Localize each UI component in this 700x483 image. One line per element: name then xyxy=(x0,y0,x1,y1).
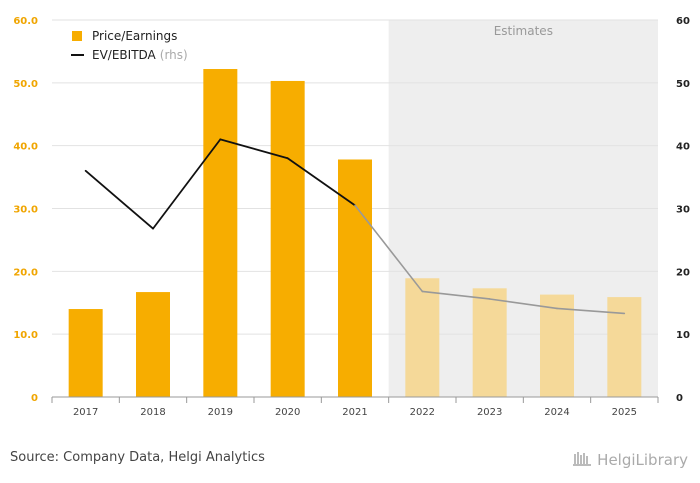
legend-label: EV/EBITDA xyxy=(92,48,157,62)
y-tick-right: 10 xyxy=(676,330,690,341)
x-tick-label: 2021 xyxy=(342,407,367,418)
chart-canvas: Estimates 0 10.0 20.0 30.0 40.0 50.0 60.0 0 10 20 3… xyxy=(13,16,690,418)
line-segment-estimate xyxy=(354,204,424,293)
source-note: Source: Company Data, Helgi Analytics xyxy=(10,450,265,465)
brand-name: HelgiLibrary xyxy=(597,451,688,469)
line-segment xyxy=(152,138,222,230)
legend-label: Price/Earnings xyxy=(92,29,177,43)
line-segment xyxy=(84,169,154,230)
line-segment-estimate xyxy=(556,307,626,315)
y-tick-left: 10.0 xyxy=(13,330,38,341)
x-tick-label: 2025 xyxy=(612,407,637,418)
bar xyxy=(203,69,238,397)
y-tick-right: 40 xyxy=(676,142,690,153)
y-tick-left: 50.0 xyxy=(13,79,38,90)
x-tick-label: 2018 xyxy=(140,407,165,418)
library-icon xyxy=(573,450,593,470)
y-tick-left: 0 xyxy=(31,393,38,404)
x-tick-label: 2023 xyxy=(477,407,502,418)
line-segment xyxy=(286,157,356,207)
y-tick-left: 40.0 xyxy=(13,142,38,153)
x-tick-label: 2022 xyxy=(410,407,435,418)
y-tick-right: 50 xyxy=(676,79,690,90)
line-segment-estimate xyxy=(488,298,558,310)
bar-estimate xyxy=(540,294,574,397)
y-tick-right: 20 xyxy=(676,267,690,278)
y-tick-right: 60 xyxy=(676,16,690,27)
y-tick-right: 30 xyxy=(676,205,690,216)
y-tick-left: 20.0 xyxy=(13,267,38,278)
bar xyxy=(338,159,372,397)
y-tick-left: 60.0 xyxy=(13,16,38,27)
legend-rhs-note: (rhs) xyxy=(160,48,188,62)
bar xyxy=(270,80,305,397)
x-tick-label: 2019 xyxy=(208,407,233,418)
bar-estimate xyxy=(472,288,507,397)
x-tick-label: 2024 xyxy=(544,407,569,418)
legend-swatch-bar xyxy=(72,31,82,41)
bar xyxy=(68,309,103,397)
line-segment xyxy=(219,138,289,160)
y-tick-right: 0 xyxy=(676,393,683,404)
bar-estimate xyxy=(405,278,440,397)
line-segment-estimate xyxy=(421,290,491,300)
brand-logo: HelgiLibrary xyxy=(573,450,688,470)
x-tick-label: 2017 xyxy=(73,407,98,418)
estimates-label: Estimates xyxy=(494,24,553,38)
bar xyxy=(136,292,170,397)
y-tick-left: 30.0 xyxy=(13,205,38,216)
x-tick-label: 2020 xyxy=(275,407,300,418)
